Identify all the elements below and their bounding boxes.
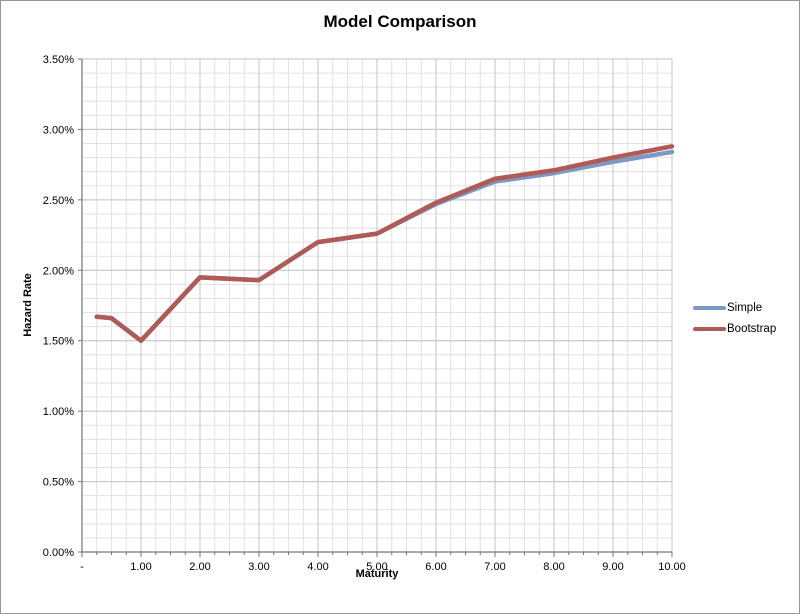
y-tick-label: 3.00%: [43, 124, 74, 136]
x-tick-label: -: [80, 561, 84, 573]
x-tick-label: 2.00: [189, 561, 210, 573]
y-tick-label: 3.50%: [43, 54, 74, 66]
legend-item-simple: Simple: [693, 302, 776, 314]
y-tick-label: 0.50%: [43, 477, 74, 489]
chart-title: Model Comparison: [323, 12, 477, 31]
x-tick-label: 8.00: [543, 561, 564, 573]
x-tick-label: 1.00: [130, 561, 151, 573]
x-tick-label: 4.00: [307, 561, 328, 573]
legend-swatch-bootstrap: [693, 327, 726, 331]
y-axis-title: Hazard Rate: [22, 273, 34, 337]
y-tick-label: 2.00%: [43, 265, 74, 277]
legend-swatch-simple: [693, 306, 726, 310]
series-line-bootstrap: [94, 144, 675, 343]
y-tick-label: 0.00%: [43, 547, 74, 559]
x-tick-label: 7.00: [484, 561, 505, 573]
x-tick-label: 3.00: [248, 561, 269, 573]
legend-item-bootstrap: Bootstrap: [693, 323, 776, 335]
legend-label-bootstrap: Bootstrap: [727, 323, 777, 335]
x-tick-label: 6.00: [425, 561, 446, 573]
x-tick-label: 9.00: [602, 561, 623, 573]
x-axis-title: Maturity: [355, 568, 399, 580]
x-tick-label: 10.00: [658, 561, 686, 573]
x-tick-label: 5.00: [366, 561, 387, 573]
y-tick-label: 1.00%: [43, 406, 74, 418]
legend: Simple Bootstrap: [693, 302, 776, 335]
legend-label-simple: Simple: [727, 302, 763, 314]
y-tick-label: 1.50%: [43, 336, 74, 348]
y-tick-label: 2.50%: [43, 195, 74, 207]
